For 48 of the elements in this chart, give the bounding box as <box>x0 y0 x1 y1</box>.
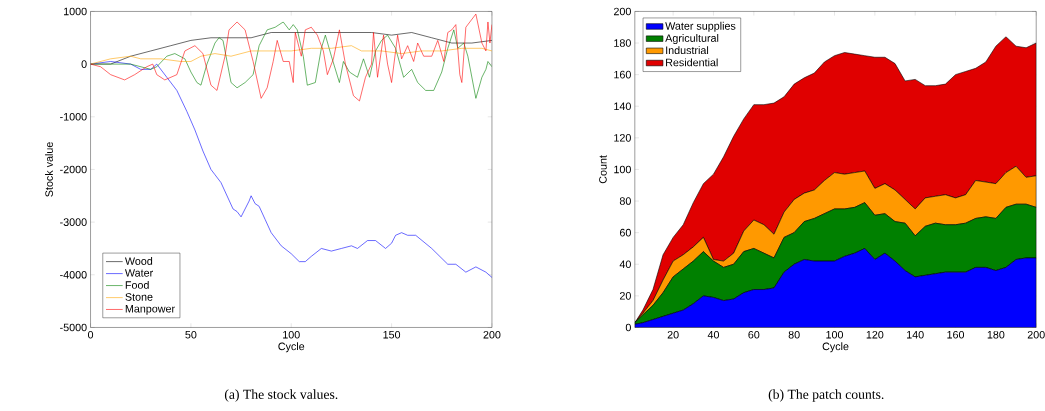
legend-label: Wood <box>124 256 153 265</box>
y-tick-label: 1000 <box>64 7 87 16</box>
x-tick-label: 140 <box>907 330 924 339</box>
x-tick-label: 120 <box>866 330 884 339</box>
y-tick-label: -2000 <box>60 165 87 174</box>
y-tick-label: 40 <box>619 260 631 268</box>
y-tick-label: -4000 <box>60 270 87 279</box>
x-axis-title: Cycle <box>278 342 305 353</box>
x-tick-label: 20 <box>667 330 679 339</box>
x-tick-label: 40 <box>707 330 720 339</box>
legend-label: Water <box>124 269 153 277</box>
x-tick-label: 80 <box>788 330 800 339</box>
y-tick-label: 160 <box>614 70 631 79</box>
y-tick-label: 20 <box>619 291 631 300</box>
legend-label: Manpower <box>125 304 175 315</box>
y-tick-label: 120 <box>614 133 631 142</box>
legend-label: Residential <box>666 58 718 67</box>
y-axis-title: Count <box>599 155 607 184</box>
x-tick-label: 60 <box>748 330 760 339</box>
x-tick-label: 0 <box>87 330 94 339</box>
y-tick-label: -3000 <box>60 218 87 226</box>
x-tick-label: 50 <box>185 330 197 339</box>
x-axis-title: Cycle <box>822 342 849 353</box>
x-tick-label: 100 <box>283 330 300 339</box>
legend-label: Stone <box>125 293 153 301</box>
y-tick-label: 60 <box>619 228 631 237</box>
y-tick-label: 0 <box>81 60 87 68</box>
x-tick-label: 100 <box>826 330 844 339</box>
y-tick-label: 200 <box>613 7 631 16</box>
y-tick-label: -5000 <box>60 323 87 332</box>
legend-label: Water supplies <box>665 21 736 32</box>
y-axis-title: Stock value <box>45 142 53 197</box>
y-tick-label: 0 <box>625 323 631 332</box>
y-tick-label: 80 <box>619 197 631 205</box>
legend-label: Industrial <box>666 46 709 55</box>
y-tick-label: 100 <box>614 165 631 174</box>
legend-label: Agricultural <box>665 33 719 44</box>
x-tick-label: 160 <box>947 330 965 339</box>
y-tick-label: 140 <box>614 102 631 110</box>
x-tick-label: 200 <box>483 330 501 339</box>
legend-label: Food <box>125 280 149 289</box>
y-tick-label: 180 <box>614 39 631 47</box>
x-tick-label: 150 <box>383 330 401 339</box>
x-tick-label: 180 <box>987 330 1005 339</box>
y-tick-label: -1000 <box>60 112 87 121</box>
x-tick-label: 200 <box>1027 330 1045 339</box>
text: (a) The stock values. <box>224 389 338 402</box>
text: (b) The patch counts. <box>768 389 884 402</box>
